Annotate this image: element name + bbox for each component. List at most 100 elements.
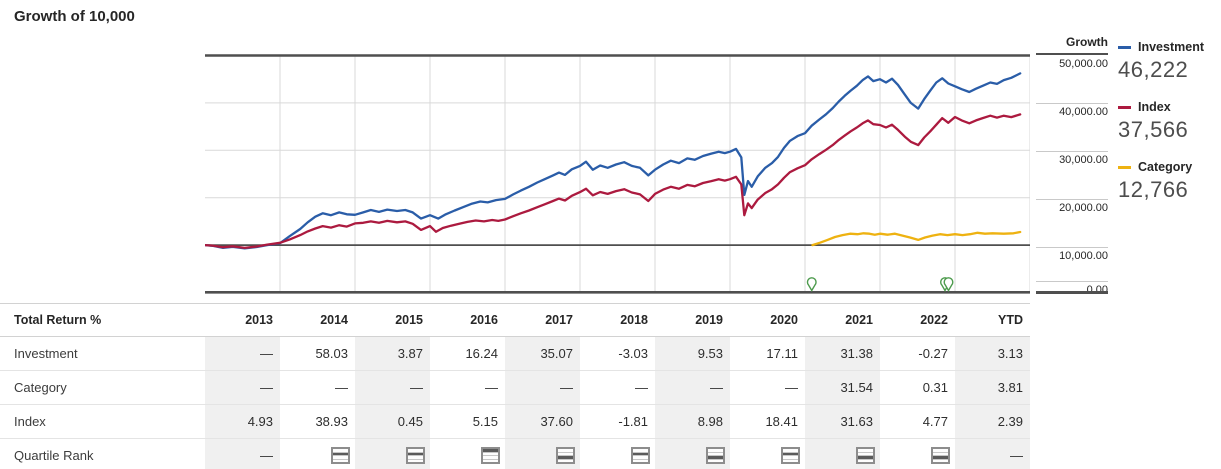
quartile-cell — [355, 439, 430, 469]
quartile-band — [483, 455, 498, 459]
return-value-cell: 8.98 — [655, 405, 730, 438]
return-value-cell: — — [205, 371, 280, 404]
table-header-label: Total Return % — [14, 313, 102, 327]
column-header-2020: 2020 — [770, 313, 798, 327]
column-header-2021: 2021 — [845, 313, 873, 327]
quartile-cell: — — [205, 439, 280, 469]
quartile-rank-icon-q1[interactable] — [481, 447, 500, 464]
return-value-cell: 0.31 — [922, 380, 948, 395]
quartile-rank-icon-q2[interactable] — [631, 447, 650, 464]
quartile-rank-icon-q3[interactable] — [706, 447, 725, 464]
legend-item-category: Category 12,766 — [1118, 160, 1218, 203]
chart-legend: Investment 46,222 Index 37,566 Category … — [1118, 40, 1218, 220]
row-label: Quartile Rank — [14, 448, 94, 463]
quartile-cell — [580, 439, 655, 469]
return-value-cell: 3.87 — [355, 337, 430, 370]
return-value-cell: 37.60 — [505, 405, 580, 438]
return-value-cell: 35.07 — [505, 337, 580, 370]
quartile-cell: — — [955, 439, 1030, 469]
quartile-band — [708, 458, 723, 462]
quartile-band — [633, 458, 648, 462]
quartile-band — [708, 449, 723, 452]
return-value-cell: 2.39 — [955, 405, 1030, 438]
quartile-band — [408, 449, 423, 452]
quartile-band — [408, 458, 423, 462]
axis-tick-label: 20,000.00 — [1036, 199, 1108, 214]
return-value-cell: 4.77 — [922, 414, 948, 429]
quartile-rank-icon-q3[interactable] — [856, 447, 875, 464]
event-marker-pin-icon[interactable] — [943, 277, 954, 292]
quartile-band — [858, 451, 873, 455]
growth-line-chart — [203, 54, 1031, 294]
return-value-cell: -0.27 — [918, 346, 948, 361]
quartile-band — [783, 449, 798, 452]
return-value-cell: — — [205, 337, 280, 370]
table-row-quartile-rank: Quartile Rank — — — [0, 439, 1030, 469]
quartile-band — [483, 449, 498, 452]
axis-bottom-line — [1036, 291, 1108, 294]
quartile-band — [633, 451, 648, 455]
return-value-cell: 5.15 — [472, 414, 498, 429]
column-header-ytd: YTD — [998, 313, 1023, 327]
column-header-2014: 2014 — [320, 313, 348, 327]
quartile-cell — [805, 439, 880, 469]
table-row-category: Category — — — — — — — — 31.54 0.31 3.81 — [0, 371, 1030, 405]
return-value-cell: — — [355, 371, 430, 404]
column-header-2022: 2022 — [920, 313, 948, 327]
quartile-rank-icon-q3[interactable] — [931, 447, 950, 464]
return-value-cell: — — [485, 380, 498, 395]
series-line-investment — [203, 72, 1022, 250]
return-value-cell: 58.03 — [315, 346, 348, 361]
growth-line-chart-svg — [203, 54, 1031, 294]
quartile-cell — [280, 439, 355, 469]
quartile-rank-icon-q2[interactable] — [331, 447, 350, 464]
return-value-cell: 9.53 — [655, 337, 730, 370]
quartile-band — [483, 458, 498, 462]
quartile-cell — [430, 439, 505, 469]
quartile-cell — [880, 439, 955, 469]
quartile-band — [483, 451, 498, 455]
quartile-band — [633, 449, 648, 452]
quartile-band — [558, 455, 573, 459]
return-value-cell: 0.45 — [355, 405, 430, 438]
table-row-index: Index 4.93 38.93 0.45 5.15 37.60 -1.81 8.98 18.4… — [0, 405, 1030, 439]
quartile-rank-icon-q3[interactable] — [556, 447, 575, 464]
quartile-rank-icon-q2[interactable] — [406, 447, 425, 464]
quartile-band — [933, 451, 948, 455]
return-value-cell: 18.41 — [765, 414, 798, 429]
quartile-band — [858, 455, 873, 459]
axis-tick-label: 10,000.00 — [1036, 247, 1108, 262]
return-value-cell: 16.24 — [465, 346, 498, 361]
legend-value: 37,566 — [1118, 117, 1189, 142]
return-value-cell: — — [505, 371, 580, 404]
column-header-2019: 2019 — [695, 313, 723, 327]
quartile-band — [558, 449, 573, 452]
axis-tick-label: 50,000.00 — [1059, 58, 1108, 70]
quartile-band — [933, 449, 948, 452]
return-value-cell: 3.13 — [955, 337, 1030, 370]
column-header-2017: 2017 — [545, 313, 573, 327]
quartile-cell — [730, 439, 805, 469]
quartile-band — [333, 449, 348, 452]
return-value-cell: 31.63 — [805, 405, 880, 438]
axis-tick-label: 40,000.00 — [1036, 103, 1108, 118]
return-value-cell: -3.03 — [618, 346, 648, 361]
column-header-2015: 2015 — [395, 313, 423, 327]
quartile-band — [558, 451, 573, 455]
quartile-band — [708, 455, 723, 459]
legend-label: Investment — [1138, 40, 1204, 54]
return-value-cell: 4.93 — [205, 405, 280, 438]
index-line-swatch-icon — [1118, 105, 1131, 109]
row-label: Investment — [14, 346, 78, 361]
quartile-band — [408, 451, 423, 455]
event-marker-pin-icon[interactable] — [806, 277, 817, 292]
quartile-rank-icon-q2[interactable] — [781, 447, 800, 464]
column-header-2016: 2016 — [470, 313, 498, 327]
page-title: Growth of 10,000 — [14, 8, 135, 25]
table-row-investment: Investment — 58.03 3.87 16.24 35.07 -3.03 9.53 1… — [0, 337, 1030, 371]
quartile-cell — [655, 439, 730, 469]
return-value-cell: -1.81 — [618, 414, 648, 429]
quartile-band — [558, 458, 573, 462]
return-value-cell: 31.38 — [805, 337, 880, 370]
